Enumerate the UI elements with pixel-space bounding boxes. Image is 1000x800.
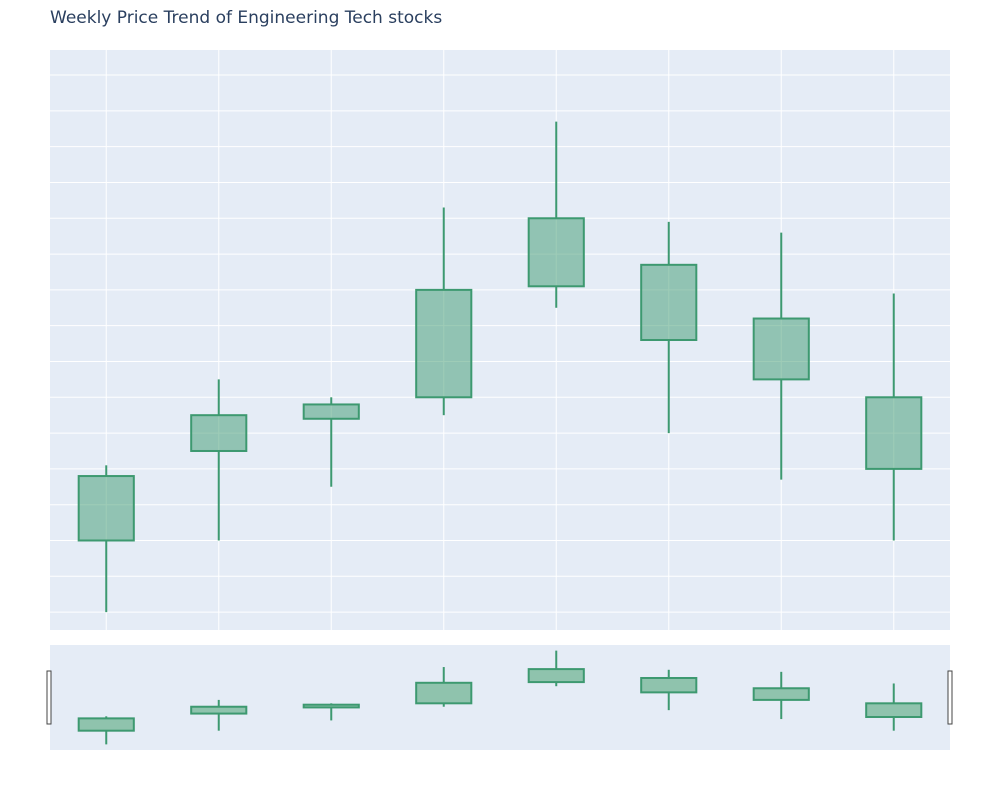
mini-candle-body [640, 676, 698, 694]
mini-candle [190, 699, 248, 731]
candle[interactable] [302, 397, 360, 487]
chart-title: Weekly Price Trend of Engineering Tech s… [50, 8, 443, 28]
range-slider-left-handle[interactable] [46, 670, 52, 725]
mini-candle-body [752, 687, 810, 701]
mini-candle-body [77, 717, 135, 732]
candle-body [865, 396, 923, 470]
grid-lines [50, 50, 950, 630]
candle[interactable] [752, 232, 810, 480]
candle-body [190, 414, 248, 452]
candle[interactable] [865, 293, 923, 541]
mini-candle [302, 703, 360, 721]
mini-candle [527, 650, 585, 687]
range-slider-background[interactable] [50, 645, 950, 750]
mini-candle-body [415, 681, 473, 705]
mini-candle-body [527, 668, 585, 684]
candle[interactable] [640, 221, 698, 434]
mini-candle [865, 683, 923, 731]
candle[interactable] [77, 465, 135, 613]
candle[interactable] [415, 207, 473, 416]
main-plot-background [50, 50, 950, 630]
candle[interactable] [190, 379, 248, 541]
mini-candle [640, 669, 698, 711]
candle-body [527, 217, 585, 288]
candle-body [302, 403, 360, 420]
candlestick-series [77, 121, 923, 613]
candle-body [752, 317, 810, 381]
mini-candle [752, 671, 810, 720]
mini-candle-body [302, 703, 360, 709]
candle-body [640, 263, 698, 342]
range-slider-right-handle[interactable] [947, 670, 953, 725]
range-slider-candles [77, 650, 923, 745]
mini-candle-body [865, 702, 923, 719]
candle-body [415, 288, 473, 399]
candle[interactable] [527, 121, 585, 308]
mini-candle [77, 716, 135, 745]
mini-candle-body [190, 705, 248, 715]
candle-body [77, 475, 135, 542]
mini-candle [415, 667, 473, 707]
